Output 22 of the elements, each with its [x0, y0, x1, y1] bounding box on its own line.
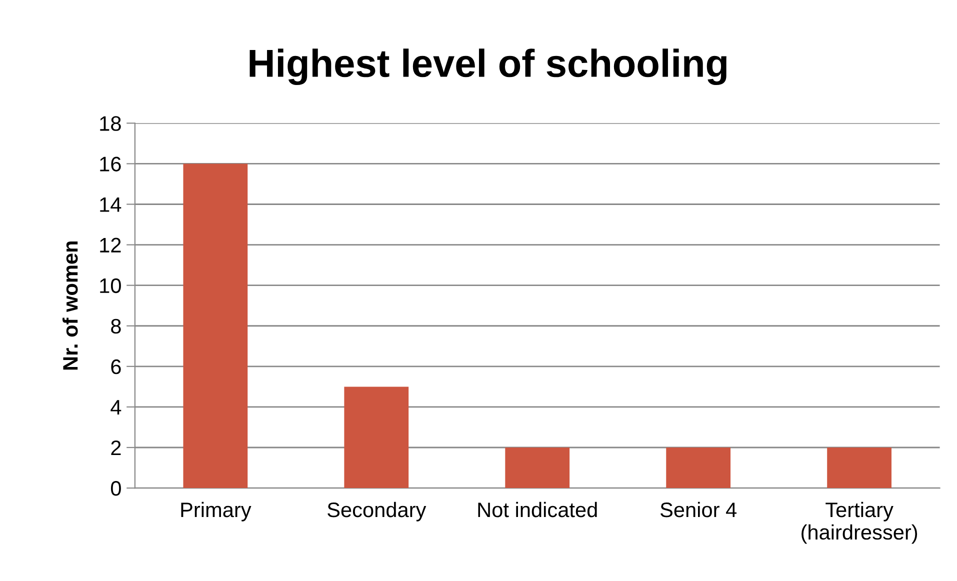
y-tick-label: 8: [111, 318, 121, 334]
x-tick-label: Senior 4: [660, 502, 737, 518]
y-tick-label: 16: [100, 156, 121, 172]
bar: [183, 164, 248, 488]
x-tick-label: Tertiary (hairdresser): [802, 502, 918, 544]
bar: [827, 448, 892, 488]
bar: [505, 448, 570, 488]
y-tick-label: 14: [100, 197, 122, 212]
x-tick-label: Primary: [181, 502, 252, 522]
y-tick-label: 10: [100, 278, 121, 294]
y-tick-label: 18: [100, 116, 121, 131]
y-tick-label: 4: [110, 400, 122, 415]
y-tick-label: 6: [111, 359, 121, 374]
x-tick-label: Secondary: [328, 502, 426, 522]
x-tick-label: Not indicated: [478, 502, 597, 518]
y-tick-label: 2: [111, 440, 121, 456]
bar: [666, 448, 731, 488]
y-tick-label: 12: [100, 238, 121, 252]
bar: [344, 386, 409, 488]
y-tick-label: 0: [110, 481, 121, 496]
chart-title: Highest level of schooling: [250, 48, 726, 86]
y-axis-title: Nr. of women: [62, 241, 78, 370]
